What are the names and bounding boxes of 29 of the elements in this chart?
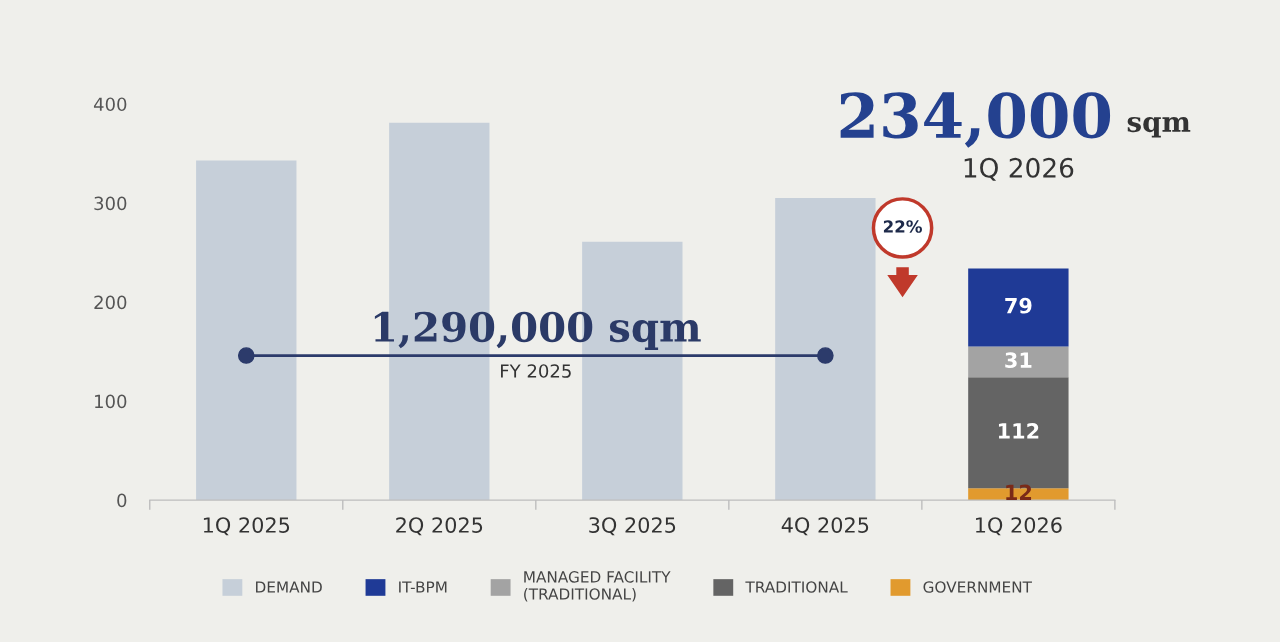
- x-tick-label: 3Q 2025: [589, 517, 676, 536]
- data-label: 12: [1006, 484, 1032, 500]
- bar: [968, 346, 1069, 378]
- legend-label: TRADITIONAL: [745, 581, 848, 593]
- annotation: FY 2025: [501, 364, 571, 378]
- bar: [968, 268, 1069, 347]
- legend-label: MANAGED FACILITY (TRADITIONAL): [524, 571, 671, 602]
- legend-label: IT-BPM: [399, 581, 447, 593]
- x-tick-label: 1Q 2026: [976, 517, 1062, 536]
- text: sqm: [1127, 116, 1191, 138]
- y-tick-label: 100: [95, 394, 127, 409]
- legend-label: GOVERNMENT: [923, 581, 1032, 593]
- annotation: 1,290,000 sqm: [374, 311, 701, 350]
- data-label: 112: [998, 423, 1039, 439]
- annotation: 1Q 2026: [964, 157, 1074, 181]
- y-tick-label: 400: [93, 97, 127, 112]
- bar: [196, 160, 297, 501]
- data-label: 31: [1005, 352, 1032, 369]
- bar: [775, 198, 876, 501]
- data-label: 79: [1005, 297, 1032, 314]
- annotation: 22%: [883, 220, 922, 233]
- annotation: 234,000: [840, 92, 1111, 148]
- y-tick-label: 0: [117, 493, 127, 508]
- x-tick-label: 4Q 2025: [781, 517, 869, 536]
- x-tick-label: 1Q 2025: [203, 517, 290, 536]
- y-tick-label: 200: [94, 295, 127, 310]
- x-tick-label: 2Q 2025: [396, 517, 483, 536]
- legend-label: DEMAND: [256, 581, 322, 593]
- y-tick-label: 300: [94, 196, 127, 211]
